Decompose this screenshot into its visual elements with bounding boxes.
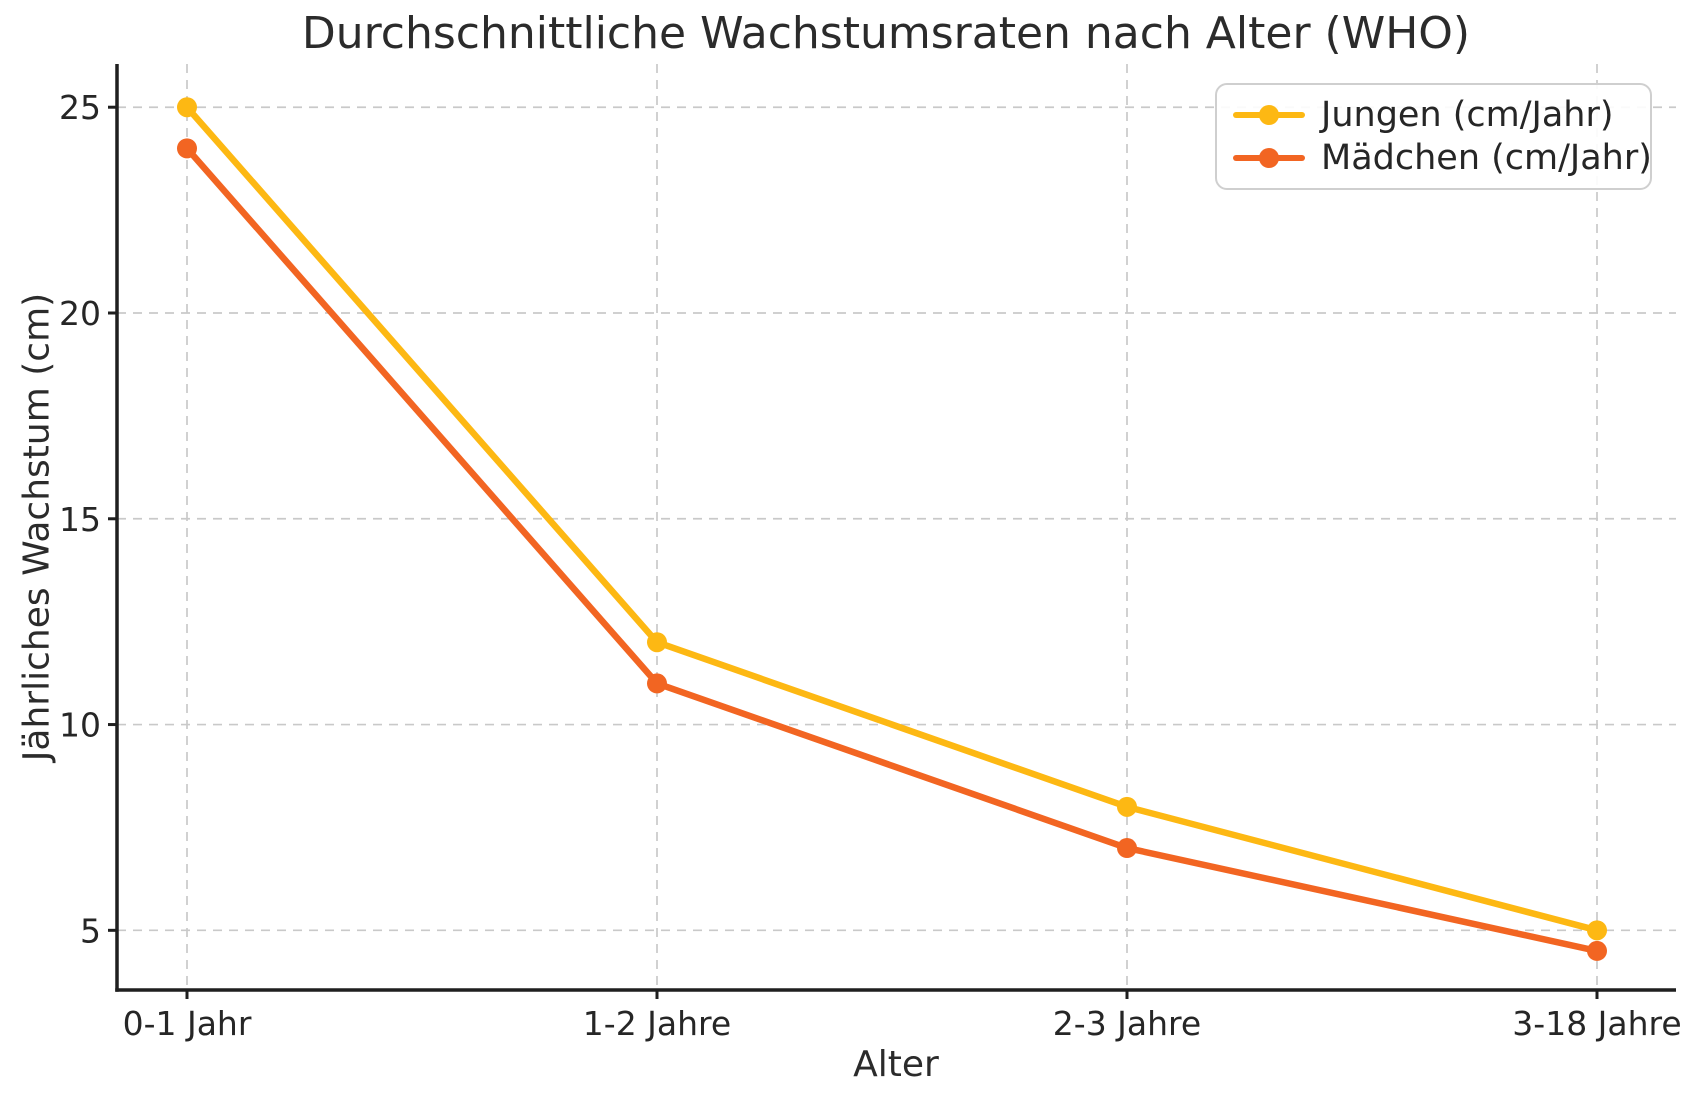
legend: Jungen (cm/Jahr) Mädchen (cm/Jahr) — [1215, 83, 1652, 190]
y-tick-label: 25 — [59, 88, 101, 127]
data-point-marker — [177, 97, 197, 118]
x-tick-label: 2-3 Jahre — [1053, 1004, 1201, 1043]
data-point-marker — [177, 138, 197, 159]
legend-line-marker-icon — [1233, 147, 1305, 169]
legend-item-maedchen: Mädchen (cm/Jahr) — [1233, 137, 1652, 180]
data-point-marker — [1587, 940, 1607, 961]
x-tick-label: 3-18 Jahre — [1512, 1004, 1681, 1043]
y-tick-label: 10 — [59, 706, 101, 745]
series-line — [183, 145, 1601, 955]
x-tick-label: 0-1 Jahr — [123, 1004, 252, 1043]
y-tick-label: 5 — [80, 911, 101, 950]
data-point-marker — [1587, 920, 1607, 941]
legend-label-jungen: Jungen (cm/Jahr) — [1321, 95, 1614, 136]
data-point-marker — [1117, 796, 1137, 817]
data-point-marker — [647, 632, 667, 653]
legend-item-jungen: Jungen (cm/Jahr) — [1233, 94, 1632, 137]
x-tick-label: 1-2 Jahre — [583, 1004, 731, 1043]
legend-label-maedchen: Mädchen (cm/Jahr) — [1321, 137, 1652, 178]
legend-line-marker-icon — [1233, 104, 1305, 126]
x-axis-label: Alter — [853, 1044, 939, 1085]
series-line — [183, 103, 1601, 934]
chart-title: Durchschnittliche Wachstumsraten nach Al… — [301, 8, 1471, 59]
y-tick-label: 20 — [59, 294, 101, 333]
y-tick-label: 15 — [59, 500, 101, 539]
data-point-marker — [647, 673, 667, 694]
data-point-marker — [1117, 838, 1137, 859]
